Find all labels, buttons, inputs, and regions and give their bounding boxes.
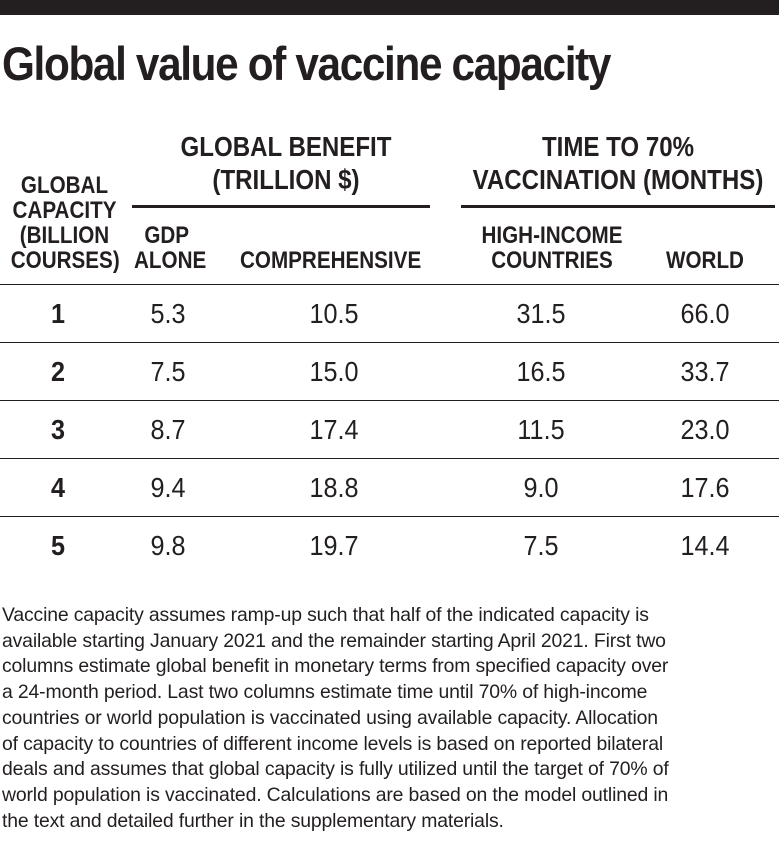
footnote: Vaccine capacity assumes ramp-up such th… xyxy=(2,603,777,834)
column-header-high-income-line: COUNTRIES xyxy=(491,247,613,274)
row-divider xyxy=(0,400,779,401)
group-header-benefit-line2: (TRILLION $) xyxy=(212,164,360,195)
cell-comprehensive: 10.5 xyxy=(309,298,359,329)
footnote-line: columns estimate global benefit in monet… xyxy=(2,655,669,678)
cell-gdp: 8.7 xyxy=(150,414,186,445)
cell-high-income: 31.5 xyxy=(516,298,566,329)
cell-gdp: 7.5 xyxy=(150,356,186,387)
group-header-time: TIME TO 70% VACCINATION (MONTHS) xyxy=(465,130,771,196)
cell-comprehensive: 17.4 xyxy=(309,414,359,445)
group-header-benefit: GLOBAL BENEFIT (TRILLION $) xyxy=(178,130,395,196)
cell-world: 23.0 xyxy=(680,414,730,445)
cell-comprehensive: 15.0 xyxy=(309,356,359,387)
column-header-gdp-line: GDP xyxy=(144,222,190,249)
cell-high-income: 9.0 xyxy=(523,472,559,503)
footnote-line: available starting January 2021 and the … xyxy=(2,629,666,652)
column-header-high-income-line: HIGH-INCOME xyxy=(481,222,623,249)
cell-comprehensive: 18.8 xyxy=(309,472,359,503)
footnote-line: countries or world population is vaccina… xyxy=(2,706,658,729)
footnote-line: deals and assumes that global capacity i… xyxy=(2,758,669,781)
cell-capacity: 3 xyxy=(50,414,66,445)
cell-world: 66.0 xyxy=(680,298,730,329)
column-header-gdp: GDP ALONE xyxy=(134,223,211,273)
footnote-line: the text and detailed further in the sup… xyxy=(2,809,504,832)
group-header-benefit-line1: GLOBAL BENEFIT xyxy=(180,131,392,162)
footnote-line: Vaccine capacity assumes ramp-up such th… xyxy=(2,604,649,626)
cell-capacity: 1 xyxy=(50,298,66,329)
column-header-capacity-line: GLOBAL xyxy=(20,172,109,199)
cell-world: 14.4 xyxy=(680,530,730,561)
column-header-high-income: HIGH-INCOME COUNTRIES xyxy=(475,223,630,273)
group-header-time-line2: VACCINATION (MONTHS) xyxy=(472,164,764,195)
footnote-line: of capacity to countries of different in… xyxy=(2,732,664,755)
column-header-capacity-line: CAPACITY xyxy=(12,197,117,224)
footnote-line: a 24-month period. Last two columns esti… xyxy=(2,681,648,704)
cell-gdp: 9.8 xyxy=(150,530,186,561)
row-divider xyxy=(0,516,779,517)
top-bar xyxy=(0,0,779,15)
page-title: Global value of vaccine capacity xyxy=(2,37,611,90)
column-header-capacity-line: (BILLION xyxy=(19,222,110,249)
column-header-capacity-line: COURSES) xyxy=(10,247,120,274)
cell-high-income: 11.5 xyxy=(517,414,565,445)
cell-capacity: 4 xyxy=(50,472,66,503)
cell-high-income: 7.5 xyxy=(523,530,559,561)
cell-capacity: 2 xyxy=(50,356,66,387)
column-header-comprehensive-line: COMPREHENSIVE xyxy=(240,247,422,274)
cell-capacity: 5 xyxy=(50,530,66,561)
benefit-header-rule xyxy=(132,205,430,208)
cell-comprehensive: 19.7 xyxy=(309,530,359,561)
header-bottom-rule xyxy=(0,284,779,285)
cell-world: 17.6 xyxy=(680,472,730,503)
time-header-rule xyxy=(461,205,775,208)
group-header-time-line1: TIME TO 70% xyxy=(541,131,695,162)
column-header-capacity: GLOBAL CAPACITY (BILLION COURSES) xyxy=(10,172,120,274)
cell-gdp: 5.3 xyxy=(150,298,186,329)
cell-gdp: 9.4 xyxy=(150,472,186,503)
column-header-comprehensive: COMPREHENSIVE xyxy=(240,248,421,273)
cell-world: 33.7 xyxy=(680,356,730,387)
cell-high-income: 16.5 xyxy=(516,356,566,387)
row-divider xyxy=(0,458,779,459)
column-header-world: WORLD xyxy=(666,248,744,273)
column-header-world-line: WORLD xyxy=(666,247,744,274)
row-divider xyxy=(0,342,779,343)
footnote-line: world population is vaccinated. Calculat… xyxy=(2,783,669,806)
column-header-gdp-line: ALONE xyxy=(134,247,207,274)
